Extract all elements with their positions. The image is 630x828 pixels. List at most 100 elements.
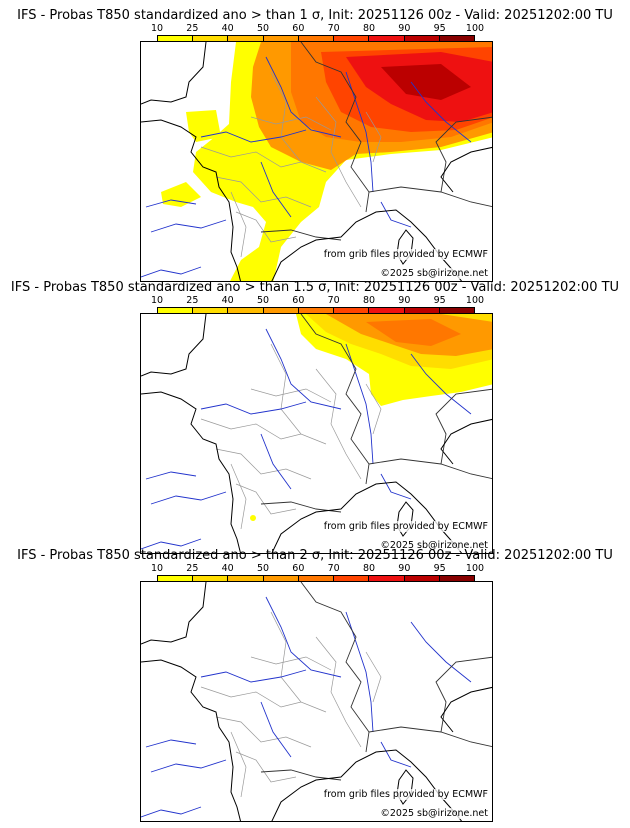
colorbar-tick-label: 70 bbox=[327, 23, 340, 34]
river bbox=[150, 219, 227, 233]
colorbar-tick-label: 90 bbox=[398, 295, 411, 306]
colorbar-swatch bbox=[298, 36, 335, 43]
colorbar-tick-label: 60 bbox=[292, 295, 305, 306]
colorbar-swatch bbox=[193, 36, 229, 43]
river bbox=[410, 81, 472, 143]
river bbox=[260, 161, 292, 218]
colorbar-swatch bbox=[369, 576, 405, 583]
probability-map: from grib files provided by ECMWF ©2025 … bbox=[140, 41, 493, 282]
colorbar-swatch bbox=[334, 308, 370, 315]
river bbox=[410, 353, 472, 415]
river bbox=[265, 328, 342, 410]
river bbox=[145, 199, 197, 208]
panel-title: IFS - Probas T850 standardized ano > tha… bbox=[17, 548, 613, 563]
river bbox=[380, 473, 412, 500]
river bbox=[345, 611, 374, 733]
colorbar-tick-label: 100 bbox=[465, 295, 485, 306]
probability-area bbox=[186, 110, 221, 142]
river bbox=[150, 491, 227, 505]
region-border bbox=[230, 191, 247, 258]
colorbar-swatch bbox=[263, 308, 299, 315]
colorbar-swatch bbox=[334, 36, 370, 43]
colorbar-swatch bbox=[228, 36, 264, 43]
colorbar-tick-label: 25 bbox=[186, 23, 199, 34]
coastline bbox=[440, 146, 492, 193]
river bbox=[145, 471, 197, 480]
source-note: from grib files provided by ECMWF bbox=[323, 789, 488, 800]
region-border bbox=[235, 751, 297, 783]
region-border bbox=[230, 731, 247, 798]
forecast-panel-2-sigma: IFS - Probas T850 standardized ano > tha… bbox=[0, 548, 630, 822]
coastline bbox=[440, 686, 492, 733]
map-canvas bbox=[141, 582, 492, 821]
region-border bbox=[250, 116, 332, 131]
colorbar-tick-label: 80 bbox=[362, 563, 376, 574]
colorbar-swatch bbox=[193, 576, 229, 583]
river bbox=[260, 701, 292, 758]
coastline bbox=[141, 659, 242, 821]
colorbar-swatch bbox=[228, 576, 264, 583]
region-border bbox=[365, 651, 382, 703]
region-border bbox=[200, 418, 327, 445]
colorbar-tick-label: 50 bbox=[256, 295, 270, 306]
coastline bbox=[141, 582, 207, 645]
colorbar-swatch bbox=[369, 308, 405, 315]
region-border bbox=[235, 211, 297, 243]
region-border bbox=[270, 71, 302, 163]
colorbar-swatch bbox=[439, 36, 474, 43]
colorbar-swatch bbox=[369, 36, 405, 43]
forecast-panel-1-sigma: IFS - Probas T850 standardized ano > tha… bbox=[0, 8, 630, 282]
colorbar-swatch bbox=[404, 36, 440, 43]
colorbar-tick-label: 95 bbox=[433, 295, 446, 306]
colorbar-tick-label: 10 bbox=[150, 23, 164, 34]
colorbar-swatch bbox=[263, 576, 299, 583]
region-border bbox=[315, 636, 362, 748]
region-border bbox=[215, 176, 312, 208]
probability-area bbox=[161, 182, 201, 207]
colorbar-tick-label: 50 bbox=[256, 23, 270, 34]
river bbox=[200, 669, 307, 683]
country-border bbox=[300, 42, 370, 213]
river bbox=[265, 56, 342, 138]
river bbox=[145, 739, 197, 748]
river bbox=[200, 401, 307, 415]
colorbar-swatch bbox=[404, 308, 440, 315]
colorbar-swatch bbox=[228, 308, 264, 315]
colorbar-swatch bbox=[158, 576, 194, 583]
colorbar-tick-label: 25 bbox=[186, 295, 199, 306]
region-border bbox=[250, 388, 332, 403]
colorbar-swatch bbox=[298, 308, 335, 315]
colorbar-swatch bbox=[334, 576, 370, 583]
colorbar-tick-label: 80 bbox=[362, 23, 376, 34]
region-border bbox=[250, 656, 332, 671]
river bbox=[141, 266, 202, 278]
colorbar-tick-label: 90 bbox=[398, 23, 411, 34]
colorbar-tick-label: 95 bbox=[433, 23, 446, 34]
river bbox=[410, 621, 472, 683]
country-border bbox=[368, 726, 492, 748]
map-canvas bbox=[141, 314, 492, 553]
colorbar-swatch bbox=[298, 576, 335, 583]
colorbar-tick-label: 25 bbox=[186, 563, 199, 574]
river bbox=[260, 433, 292, 490]
colorbar-swatch bbox=[193, 308, 229, 315]
region-border bbox=[215, 716, 312, 748]
river bbox=[380, 741, 412, 768]
coastline bbox=[141, 391, 242, 553]
colorbar-swatch bbox=[158, 36, 194, 43]
copyright-note: ©2025 sb@irizone.net bbox=[380, 540, 488, 551]
colorbar-tick-label: 10 bbox=[150, 563, 164, 574]
region-border bbox=[200, 146, 327, 173]
colorbar-swatch bbox=[404, 576, 440, 583]
colorbar-tick-label: 100 bbox=[465, 23, 485, 34]
country-border bbox=[368, 458, 492, 480]
source-note: from grib files provided by ECMWF bbox=[323, 521, 488, 532]
river bbox=[150, 759, 227, 773]
colorbar-tick-label: 70 bbox=[327, 563, 340, 574]
colorbar-swatch bbox=[158, 308, 194, 315]
coastline bbox=[141, 314, 207, 377]
colorbar-tick-label: 40 bbox=[221, 23, 234, 34]
probability-area bbox=[250, 515, 256, 521]
country-border bbox=[300, 582, 370, 753]
region-border bbox=[270, 611, 302, 703]
